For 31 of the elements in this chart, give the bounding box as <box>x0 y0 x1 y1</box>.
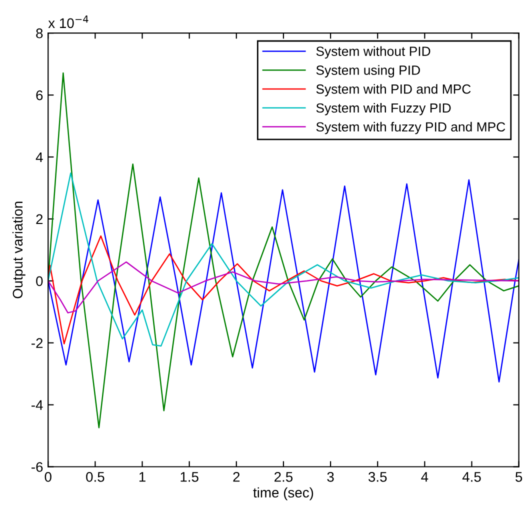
legend-label: System using PID <box>316 65 420 78</box>
y-tick-label: 6 <box>36 90 43 100</box>
y-tick-label: 2 <box>36 214 43 224</box>
y-axis-title: Output variation <box>12 202 26 298</box>
line-series <box>48 235 519 344</box>
x-tick-label: 2 <box>233 472 240 482</box>
line-series <box>48 179 519 383</box>
x-tick-label: 1 <box>139 472 146 482</box>
x-tick-label: 3 <box>327 472 334 482</box>
x-tick-label: 3.5 <box>368 472 387 482</box>
y-tick-label: 8 <box>36 28 43 38</box>
x-tick-label: 1.5 <box>180 472 198 482</box>
x-axis-title: time (sec) <box>253 487 314 500</box>
y-tick-label: -4 <box>32 400 43 410</box>
x-tick-label: 0.5 <box>86 472 104 482</box>
legend-label: System with Fuzzy PID <box>316 102 451 116</box>
legend-label: System with fuzzy PID and MPC <box>316 122 506 134</box>
line-series <box>48 261 519 314</box>
legend-label: System with PID and MPC <box>316 84 471 96</box>
y-tick-label: -2 <box>32 338 43 348</box>
y-tick-label: 0 <box>36 276 43 286</box>
x-tick-label: 5 <box>516 472 522 482</box>
x-tick-label: 4 <box>421 472 428 482</box>
legend-label: System without PID <box>316 46 430 59</box>
y-tick-label: 4 <box>36 152 43 162</box>
x-tick-label: 0 <box>44 472 52 482</box>
x-tick-label: 2.5 <box>274 472 293 482</box>
line-series <box>48 172 519 347</box>
x-tick-label: 4.5 <box>462 472 481 482</box>
text: x 10$^{−4}$ <box>48 16 88 28</box>
y-tick-label: -6 <box>32 462 43 472</box>
